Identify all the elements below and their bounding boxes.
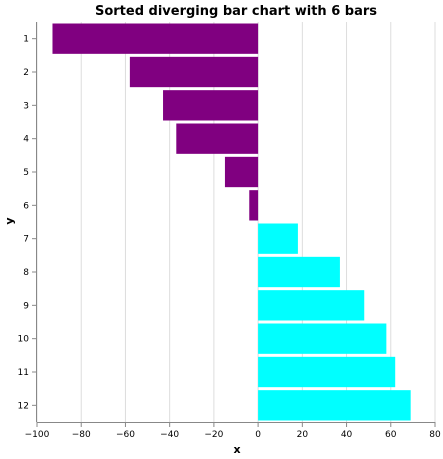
bars bbox=[52, 23, 411, 421]
x-tick-label: −60 bbox=[116, 430, 135, 440]
x-tick-label: 0 bbox=[255, 430, 261, 440]
x-tick-label: 40 bbox=[341, 430, 353, 440]
bar-11 bbox=[258, 356, 396, 388]
bar-1 bbox=[52, 23, 259, 54]
bar-6 bbox=[249, 190, 259, 221]
bar-12 bbox=[258, 390, 411, 421]
x-tick-label: 20 bbox=[297, 430, 309, 440]
y-tick-label: 5 bbox=[23, 168, 29, 178]
x-tick-label: 80 bbox=[429, 430, 441, 440]
x-tick-label: −100 bbox=[25, 430, 50, 440]
bar-4 bbox=[176, 123, 259, 154]
y-tick-label: 6 bbox=[23, 201, 29, 211]
chart-title: Sorted diverging bar chart with 6 bars bbox=[95, 4, 377, 19]
y-tick-label: 8 bbox=[23, 268, 29, 278]
bar-5 bbox=[224, 156, 259, 188]
y-tick-label: 11 bbox=[18, 368, 29, 378]
y-tick-label: 7 bbox=[23, 235, 29, 245]
y-axis-title: y bbox=[3, 217, 16, 224]
bar-7 bbox=[258, 223, 298, 254]
y-tick-label: 2 bbox=[23, 68, 29, 78]
x-tick-label: −40 bbox=[160, 430, 179, 440]
y-tick-label: 9 bbox=[23, 301, 29, 311]
grid-lines bbox=[36, 22, 436, 422]
y-tick-label: 10 bbox=[18, 335, 30, 345]
y-tick-label: 12 bbox=[18, 401, 29, 411]
x-tick-label: −80 bbox=[72, 430, 91, 440]
y-tick-label: 1 bbox=[23, 35, 29, 45]
x-tick-label: 60 bbox=[385, 430, 397, 440]
bar-2 bbox=[129, 56, 259, 88]
x-axis-title: x bbox=[233, 443, 240, 456]
y-tick-label: 4 bbox=[23, 135, 29, 145]
y-tick-label: 3 bbox=[23, 101, 29, 111]
x-tick-label: −20 bbox=[204, 430, 223, 440]
bar-8 bbox=[258, 256, 340, 288]
bar-10 bbox=[258, 323, 387, 354]
bar-3 bbox=[163, 90, 259, 121]
bar-9 bbox=[258, 290, 365, 321]
